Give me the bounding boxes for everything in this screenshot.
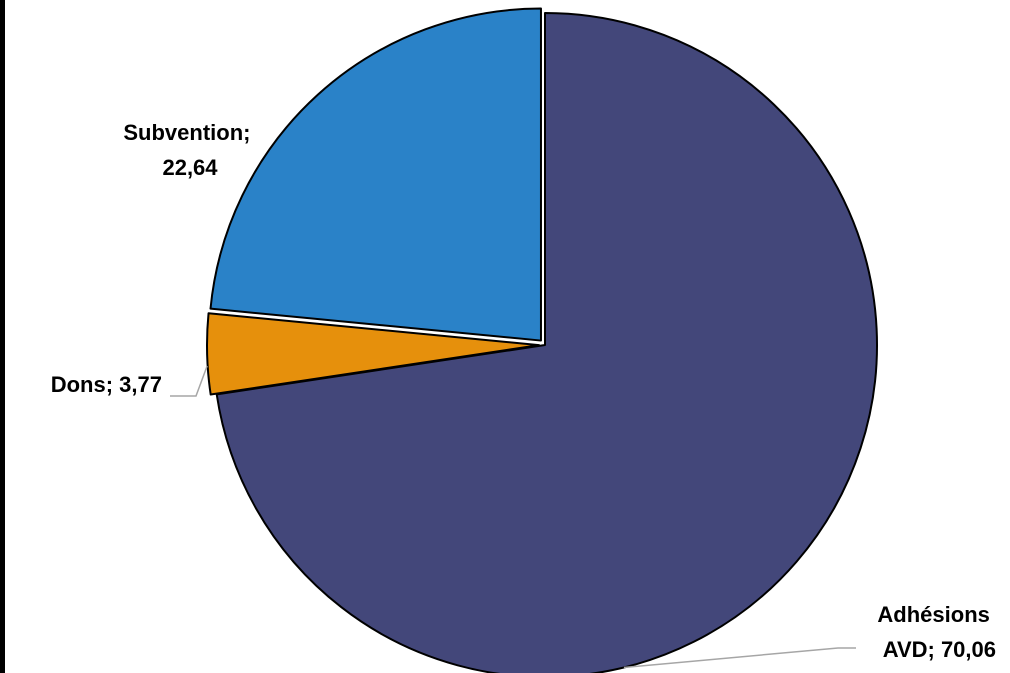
label-adhesions-avd: Adhésions AVD; 70,06 — [877, 602, 996, 662]
slices — [206, 7, 878, 673]
plot-frame-left-edge — [0, 0, 5, 673]
label-dons-line1: Dons; 3,77 — [51, 372, 162, 397]
leader-lines — [170, 365, 856, 669]
slice-adhesions-avd — [215, 12, 878, 673]
leader-dons — [170, 365, 208, 397]
label-adhesions-line1: Adhésions — [877, 602, 989, 627]
slice-dons — [206, 312, 541, 396]
data-labels: Subvention; 22,64 Dons; 3,77 Adhésions A… — [51, 120, 996, 662]
slice-subvention — [209, 7, 542, 342]
label-adhesions-line2: AVD; 70,06 — [883, 637, 996, 662]
label-subvention: Subvention; 22,64 — [123, 120, 256, 180]
label-subvention-line1: Subvention; — [123, 120, 250, 145]
label-dons: Dons; 3,77 — [51, 372, 162, 397]
leader-adhesions-avd — [623, 647, 856, 669]
label-subvention-line2: 22,64 — [162, 155, 218, 180]
